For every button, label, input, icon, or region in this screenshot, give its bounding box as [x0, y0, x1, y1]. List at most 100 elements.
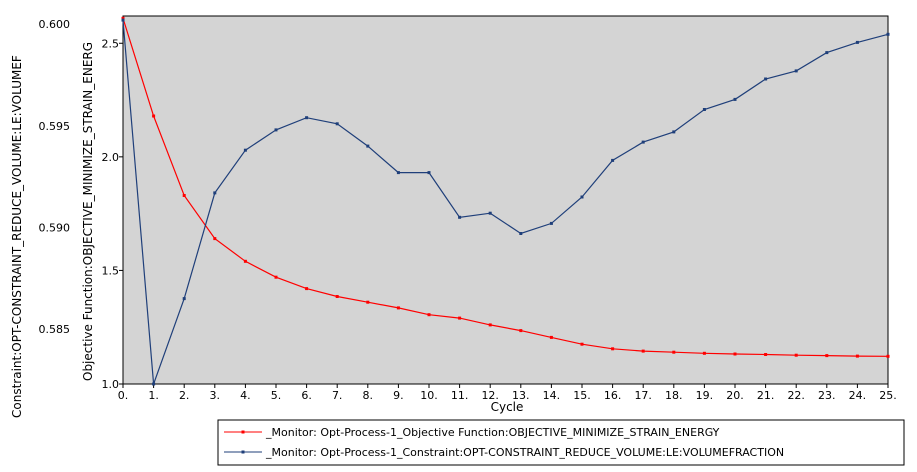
- series-1-point: [764, 77, 768, 81]
- series-0-point: [121, 16, 125, 20]
- x-tick-label: 23.: [818, 389, 836, 402]
- series-0-point: [488, 323, 492, 327]
- x-tick-label: 12.: [481, 389, 499, 402]
- series-1-point: [825, 51, 829, 55]
- series-1-point: [702, 108, 706, 111]
- series-1-point: [519, 232, 523, 235]
- series-1-point: [672, 130, 676, 134]
- series-0-point: [458, 316, 462, 320]
- series-1-point: [794, 69, 798, 73]
- series-0-point: [672, 350, 676, 354]
- series-0-point: [182, 194, 186, 197]
- series-0-point: [794, 353, 798, 357]
- legend-marker-constraint: [241, 450, 245, 454]
- y-axis-left-title: Constraint:OPT-CONSTRAINT_REDUCE_VOLUME:…: [10, 55, 24, 418]
- y-right-tick-label: 2.0: [102, 151, 120, 164]
- x-tick-label: 24.: [849, 389, 867, 402]
- series-1-point: [152, 382, 156, 386]
- series-1-point: [855, 40, 859, 44]
- legend: _Monitor: Opt-Process-1_Objective Functi…: [217, 419, 905, 466]
- x-tick-label: 16.: [604, 389, 622, 402]
- x-tick-label: 19.: [696, 389, 714, 402]
- series-1-point: [641, 140, 645, 144]
- x-tick-label: 21.: [757, 389, 775, 402]
- series-0-point: [243, 259, 247, 263]
- series-0-point: [519, 329, 523, 333]
- x-tick-label: 10.: [420, 389, 438, 402]
- x-tick-label: 1.: [148, 389, 159, 402]
- series-1-point: [274, 128, 278, 132]
- series-1-point: [121, 18, 125, 22]
- series-0-point: [335, 295, 339, 298]
- series-0-point: [305, 287, 309, 291]
- series-0-point: [396, 306, 400, 310]
- series-line-1: [122, 20, 889, 385]
- x-tick-label: 3.: [210, 389, 221, 402]
- legend-marker-objective: [241, 430, 245, 434]
- series-1-point: [305, 116, 309, 120]
- series-layer: [121, 16, 890, 386]
- x-tick-label: 0.: [118, 389, 129, 402]
- x-tick-label: 8.: [363, 389, 374, 402]
- series-1-point: [458, 215, 462, 219]
- x-tick-label: 7.: [332, 389, 343, 402]
- legend-label-constraint: _Monitor: Opt-Process-1_Constraint:OPT-C…: [265, 446, 784, 459]
- series-0-point: [733, 352, 737, 356]
- series-1-point: [611, 158, 615, 162]
- x-tick-label: 18.: [665, 389, 683, 402]
- series-line-0: [122, 18, 889, 357]
- x-tick-label: 22.: [787, 389, 805, 402]
- series-0-point: [427, 313, 431, 317]
- y-right-tick-label: 2.5: [102, 37, 120, 50]
- x-axis-title: Cycle: [491, 400, 524, 414]
- series-1-point: [488, 211, 492, 215]
- y-left-tick-label: 0.600: [39, 18, 71, 31]
- series-0-point: [152, 114, 156, 118]
- series-0-point: [855, 354, 859, 358]
- series-0-point: [641, 349, 645, 353]
- legend-box: [217, 419, 905, 466]
- series-0-point: [580, 342, 584, 346]
- series-0-point: [825, 354, 829, 358]
- x-tick-label: 5.: [271, 389, 282, 402]
- series-1-point: [396, 171, 400, 175]
- series-0-point: [274, 275, 278, 279]
- series-1-point: [580, 195, 584, 199]
- series-1-point: [427, 171, 431, 175]
- series-1-point: [213, 191, 217, 195]
- x-tick-label: 9.: [393, 389, 404, 402]
- y-left-tick-label: 0.585: [39, 323, 71, 336]
- series-1-point: [733, 97, 737, 101]
- series-1-point: [243, 148, 247, 152]
- series-0-point: [611, 347, 615, 351]
- series-0-point: [213, 237, 217, 241]
- series-1-point: [335, 122, 339, 126]
- series-0-point: [886, 354, 890, 358]
- x-tick-label: 25.: [879, 389, 897, 402]
- series-0-point: [702, 351, 706, 355]
- series-0-point: [764, 353, 768, 356]
- x-tick-label: 15.: [573, 389, 591, 402]
- x-tick-label: 6.: [301, 389, 312, 402]
- series-0-point: [549, 335, 553, 339]
- legend-label-objective: _Monitor: Opt-Process-1_Objective Functi…: [265, 426, 720, 439]
- plot-area: [122, 15, 889, 385]
- x-tick-label: 20.: [726, 389, 744, 402]
- y-axis-right-title: Objective Function:OBJECTIVE_MINIMIZE_ST…: [81, 42, 95, 381]
- series-1-point: [549, 221, 553, 225]
- x-tick-label: 13.: [512, 389, 530, 402]
- x-tick-label: 4.: [240, 389, 251, 402]
- ticks: 0. 1. 2. 3. 4. 5. 6. 7. 8. 9. 10. 11. 12. 13. 14. 15. 16…: [39, 18, 897, 402]
- y-right-tick-label: 1.0: [102, 378, 120, 391]
- x-tick-label: 2.: [179, 389, 190, 402]
- series-1-point: [182, 297, 186, 301]
- x-tick-label: 14.: [543, 389, 561, 402]
- y-right-tick-label: 1.5: [102, 264, 120, 277]
- series-1-point: [366, 144, 370, 148]
- y-left-tick-label: 0.595: [39, 120, 71, 133]
- x-tick-label: 17.: [634, 389, 652, 402]
- x-tick-label: 11.: [451, 389, 469, 402]
- y-left-tick-label: 0.590: [39, 221, 71, 234]
- series-0-point: [366, 300, 370, 304]
